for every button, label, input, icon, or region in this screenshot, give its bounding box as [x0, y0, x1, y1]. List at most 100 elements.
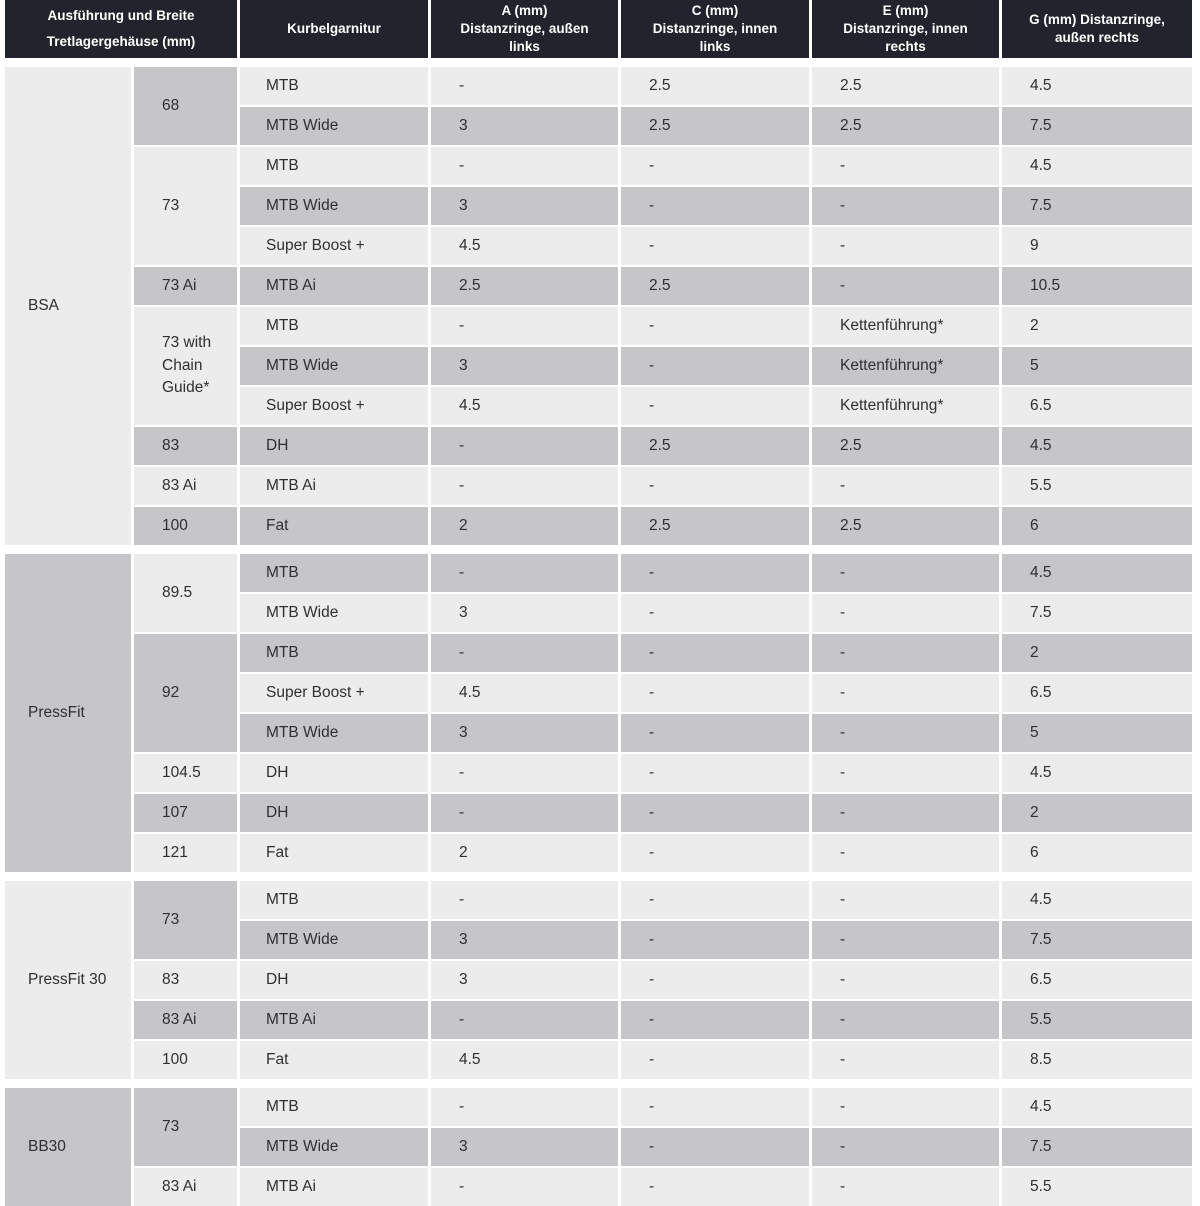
crank-label: DH: [240, 961, 428, 999]
value-g: 4.5: [1002, 427, 1192, 465]
group-label: PressFit 30: [5, 881, 131, 1079]
crank-label: DH: [240, 754, 428, 792]
value-c: -: [621, 554, 809, 592]
value-g: 4.5: [1002, 1088, 1192, 1126]
crank-label: Fat: [240, 507, 428, 545]
table-header: Ausführung und Breite Tretlagergehäuse (…: [0, 0, 1200, 58]
size-label: 83: [134, 427, 237, 465]
value-c: -: [621, 1088, 809, 1126]
value-e: -: [812, 881, 999, 919]
value-e: 2.5: [812, 507, 999, 545]
crank-label: MTB Wide: [240, 1128, 428, 1166]
column-header-a: A (mm) Distanzringe, außen links: [431, 0, 618, 58]
value-g: 9: [1002, 227, 1192, 265]
crank-label: MTB Wide: [240, 594, 428, 632]
value-a: -: [431, 1088, 618, 1126]
value-c: 2.5: [621, 427, 809, 465]
value-g: 7.5: [1002, 594, 1192, 632]
crank-label: MTB: [240, 881, 428, 919]
column-header-e: E (mm) Distanzringe, innen rechts: [812, 0, 999, 58]
value-c: -: [621, 1168, 809, 1206]
value-c: -: [621, 347, 809, 385]
crank-label: MTB: [240, 1088, 428, 1126]
size-label: 73: [134, 1088, 237, 1166]
size-label: 104.5: [134, 754, 237, 792]
value-a: -: [431, 794, 618, 832]
value-e: 2.5: [812, 67, 999, 105]
value-e: -: [812, 1168, 999, 1206]
value-g: 6.5: [1002, 674, 1192, 712]
value-a: -: [431, 147, 618, 185]
value-e: -: [812, 594, 999, 632]
value-c: -: [621, 307, 809, 345]
crank-label: MTB Ai: [240, 267, 428, 305]
size-label: 68: [134, 67, 237, 145]
value-a: 2: [431, 507, 618, 545]
value-g: 2: [1002, 794, 1192, 832]
value-c: -: [621, 227, 809, 265]
value-e: -: [812, 467, 999, 505]
crank-label: Fat: [240, 834, 428, 872]
section-pressfit-30: PressFit 30 73 MTB - - -4.5 MTB Wide 3- -7.5 83 DH…: [0, 881, 1200, 1079]
value-g: 2: [1002, 307, 1192, 345]
column-header-g: G (mm) Distanzringe, außen rechts: [1002, 0, 1192, 58]
size-label: 100: [134, 507, 237, 545]
value-a: -: [431, 67, 618, 105]
value-c: -: [621, 387, 809, 425]
crank-label: MTB: [240, 307, 428, 345]
size-label: 100: [134, 1041, 237, 1079]
value-a: -: [431, 881, 618, 919]
table-body: BSA 68 MTB -2.5 2.5 4.5 MTB Wide 3 2.5 2.5 7.5 73 MT…: [0, 67, 1200, 1206]
value-g: 4.5: [1002, 147, 1192, 185]
value-a: 3: [431, 714, 618, 752]
value-a: 4.5: [431, 387, 618, 425]
size-label: 83 Ai: [134, 1001, 237, 1039]
size-label: 73: [134, 881, 237, 959]
value-e: -: [812, 961, 999, 999]
column-header-kurbelgarnitur: Kurbelgarnitur: [240, 0, 428, 58]
value-g: 7.5: [1002, 1128, 1192, 1166]
value-e: -: [812, 554, 999, 592]
value-c: 2.5: [621, 267, 809, 305]
value-g: 7.5: [1002, 187, 1192, 225]
value-a: -: [431, 554, 618, 592]
value-e: -: [812, 1128, 999, 1166]
value-a: -: [431, 467, 618, 505]
value-e: Kettenführung*: [812, 307, 999, 345]
value-g: 4.5: [1002, 754, 1192, 792]
group-label: BSA: [5, 67, 131, 545]
crank-label: DH: [240, 794, 428, 832]
value-e: -: [812, 267, 999, 305]
value-g: 6: [1002, 834, 1192, 872]
crank-label: Super Boost +: [240, 674, 428, 712]
value-c: 2.5: [621, 107, 809, 145]
value-g: 6: [1002, 507, 1192, 545]
value-e: Kettenführung*: [812, 347, 999, 385]
value-e: 2.5: [812, 107, 999, 145]
value-a: -: [431, 634, 618, 672]
crank-label: MTB Ai: [240, 1001, 428, 1039]
value-g: 5.5: [1002, 1001, 1192, 1039]
value-a: 3: [431, 107, 618, 145]
value-a: 3: [431, 961, 618, 999]
crank-label: MTB: [240, 634, 428, 672]
value-a: 2: [431, 834, 618, 872]
crank-label: MTB Wide: [240, 187, 428, 225]
value-c: -: [621, 594, 809, 632]
value-c: -: [621, 754, 809, 792]
value-c: -: [621, 921, 809, 959]
value-c: -: [621, 147, 809, 185]
value-g: 7.5: [1002, 107, 1192, 145]
size-label: 83 Ai: [134, 1168, 237, 1206]
value-e: 2.5: [812, 427, 999, 465]
size-label: 83 Ai: [134, 467, 237, 505]
value-c: -: [621, 1041, 809, 1079]
value-a: -: [431, 754, 618, 792]
value-e: -: [812, 754, 999, 792]
section-bsa: BSA 68 MTB -2.5 2.5 4.5 MTB Wide 3 2.5 2.5 7.5 73 MT…: [0, 67, 1200, 545]
value-e: -: [812, 1088, 999, 1126]
value-c: -: [621, 634, 809, 672]
value-e: -: [812, 1041, 999, 1079]
value-a: 3: [431, 187, 618, 225]
crank-label: MTB Ai: [240, 467, 428, 505]
